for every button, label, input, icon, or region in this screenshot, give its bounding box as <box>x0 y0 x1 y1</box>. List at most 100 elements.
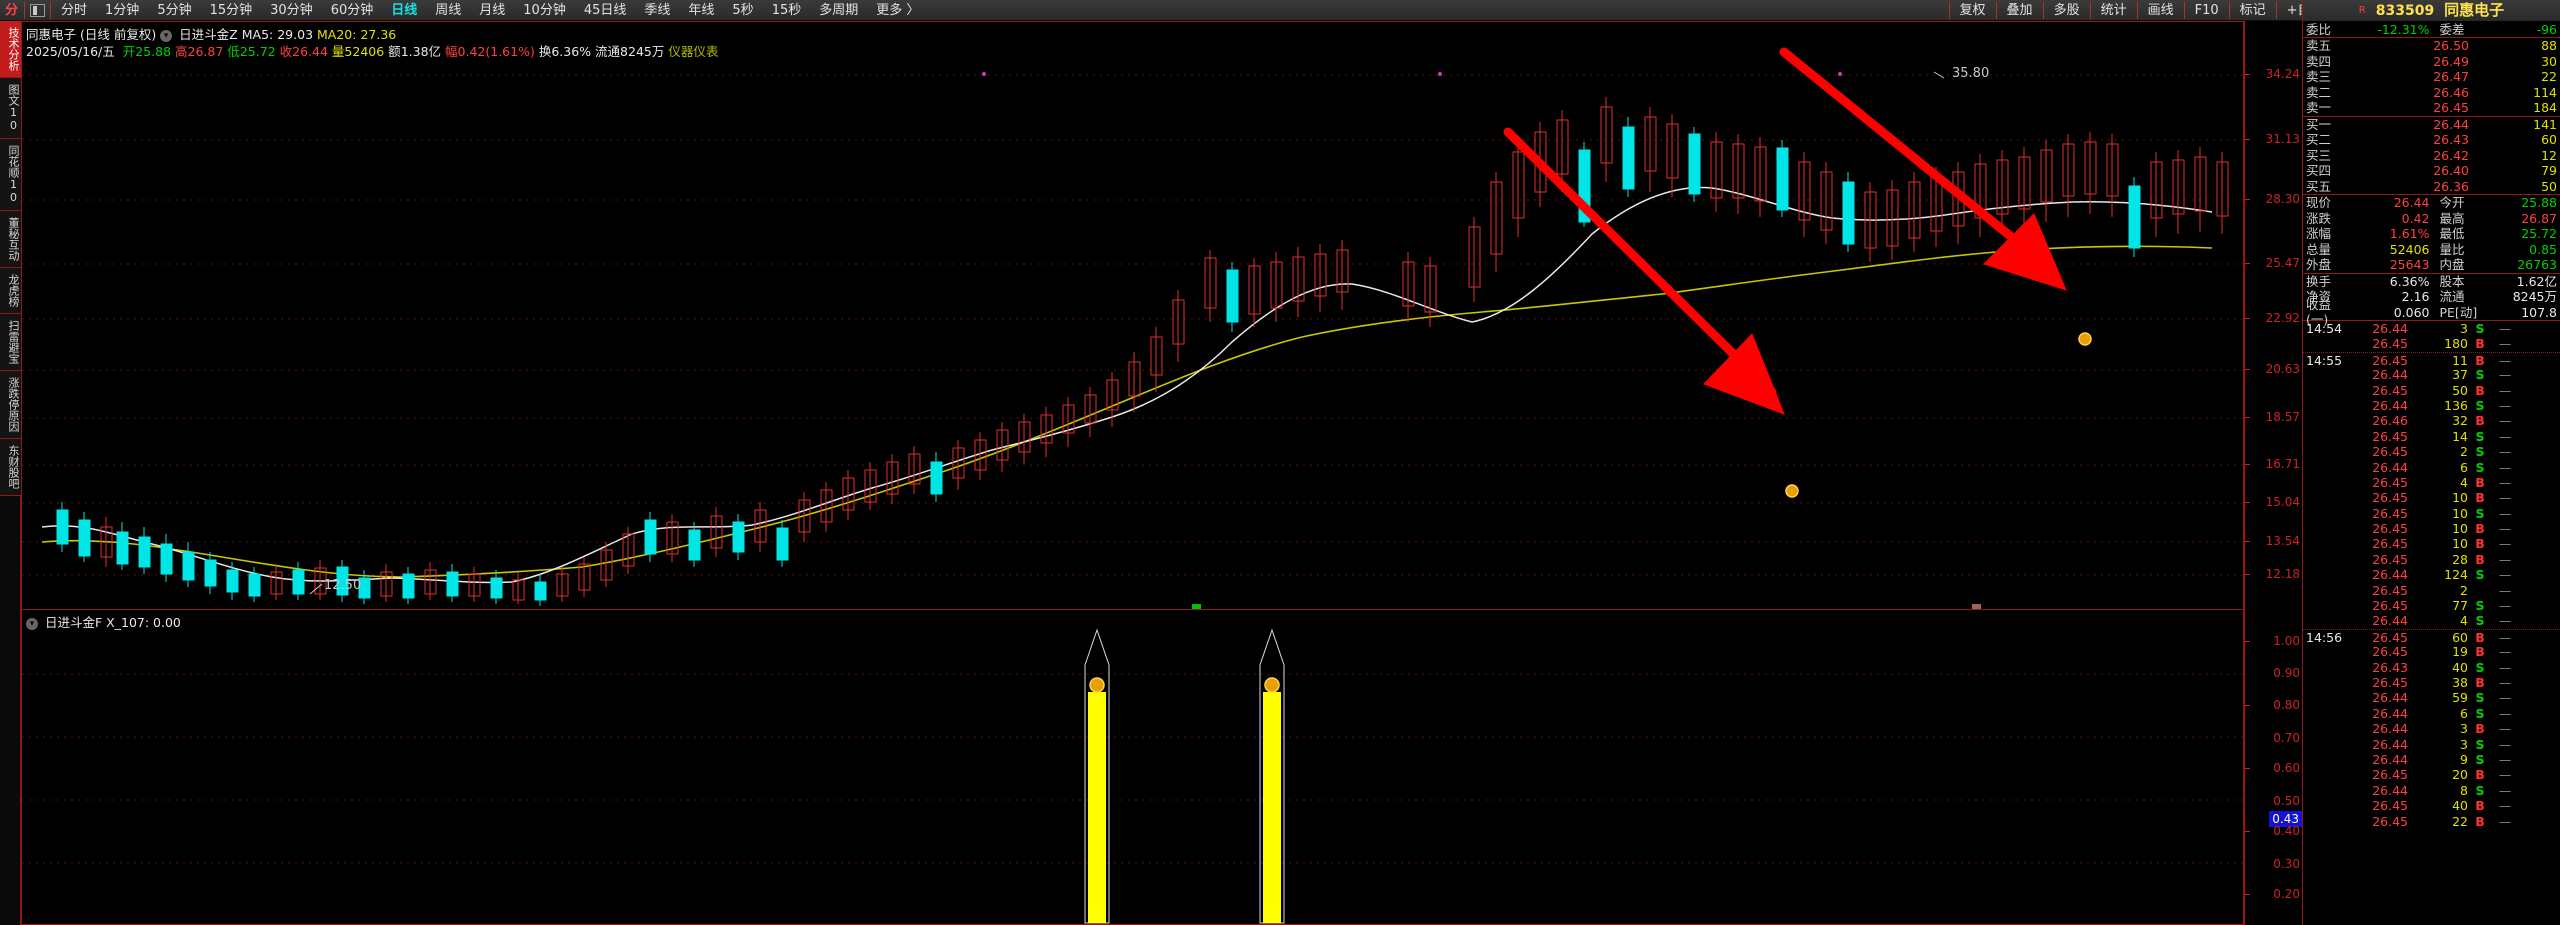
ask-row-1[interactable]: 卖一 26.45 184 <box>2303 100 2560 116</box>
tick-price: 26.46 <box>2372 413 2408 429</box>
button-tongji[interactable]: 统计 <box>2100 2 2127 18</box>
ma20-value: 27.36 <box>360 27 397 42</box>
layout-box-icon[interactable] <box>30 3 46 17</box>
period-daily[interactable]: 日线 <box>391 2 418 18</box>
sidebar-item-saolei[interactable]: 扫雷避宝 <box>0 314 21 371</box>
ask-row-4[interactable]: 卖四 26.49 30 <box>2303 54 2560 70</box>
button-huaxian[interactable]: 画线 <box>2147 2 2174 18</box>
period-60min[interactable]: 60分钟 <box>330 2 374 18</box>
button-fuquan[interactable]: 复权 <box>1959 2 1986 18</box>
button-biaoji[interactable]: 标记 <box>2239 2 2266 18</box>
tick-side: S <box>2475 397 2485 413</box>
tick-dash: — <box>2498 721 2512 737</box>
tick-side: B <box>2475 813 2485 829</box>
sidebar-item-technical-analysis[interactable]: 技术分析 <box>0 21 21 78</box>
bid-row-3[interactable]: 买三 26.42 12 <box>2303 148 2560 164</box>
period-quarterly[interactable]: 季线 <box>644 2 671 18</box>
chart-indicator-name[interactable]: 日进斗金Z <box>179 27 238 42</box>
tick-time <box>2306 767 2346 782</box>
tick-side: B <box>2475 644 2485 660</box>
period-15sec[interactable]: 15秒 <box>771 2 802 18</box>
sidebar-item-tuwen10[interactable]: 图文10 <box>0 78 21 139</box>
stat-label-2: 今开 <box>2439 195 2465 210</box>
coin-icon <box>1089 677 1105 693</box>
tick-dash: — <box>2498 490 2512 506</box>
sub-tick-6: 0.40 <box>2273 824 2300 838</box>
ask-row-5[interactable]: 卖五 26.50 88 <box>2303 38 2560 54</box>
chevron-down-icon[interactable]: ▾ <box>160 29 173 42</box>
period-15min[interactable]: 15分钟 <box>209 2 253 18</box>
tick-dash: — <box>2498 582 2512 598</box>
ask-price: 26.47 <box>2433 69 2469 84</box>
ask-price: 26.46 <box>2433 84 2469 100</box>
high-label: 高 <box>175 44 188 59</box>
stat-value-2: 25.88 <box>2521 195 2557 210</box>
tick-time <box>2306 336 2346 351</box>
main-candlestick-chart[interactable]: 同惠电子 (日线 前复权) ▾ 日进斗金Z MA5: 29.03 MA20: 2… <box>21 21 2245 610</box>
period-30min[interactable]: 30分钟 <box>270 2 313 18</box>
period-multi[interactable]: 多周期 <box>819 2 859 18</box>
open-value: 25.88 <box>135 44 172 59</box>
sidebar-item-dongmi[interactable]: 董秘互动 <box>0 211 21 268</box>
period-5sec[interactable]: 5秒 <box>732 2 754 18</box>
sub-indicator-chart[interactable]: ▾ 日进斗金F X_107: 0.00 <box>21 609 2245 925</box>
low-value: 25.72 <box>239 44 276 59</box>
peak-annotation-marker: 35.80 <box>1933 66 1989 81</box>
tick-price: 26.45 <box>2372 336 2408 352</box>
tick-dash: — <box>2498 352 2512 368</box>
period-10min[interactable]: 10分钟 <box>523 2 566 18</box>
stat-value-2: 26763 <box>2517 257 2557 272</box>
float-value: 8245万 <box>620 44 665 59</box>
ask-row-3[interactable]: 卖三 26.47 22 <box>2303 69 2560 85</box>
sub-tick-4: 0.60 <box>2273 761 2300 775</box>
stat-label: 现价 <box>2306 195 2332 210</box>
bid-row-1[interactable]: 买一 26.44 141 <box>2303 117 2560 133</box>
toolbar-divider <box>50 1 52 19</box>
tick-row: 26.43 40 S — <box>2303 660 2560 675</box>
price-tick-7: 16.71 <box>2265 457 2300 471</box>
stat-value: 26.44 <box>2393 195 2430 210</box>
period-monthly[interactable]: 月线 <box>479 2 506 18</box>
period-5min[interactable]: 5分钟 <box>157 2 192 18</box>
sidebar-item-longhubang[interactable]: 龙虎榜 <box>0 268 21 314</box>
tick-dash: — <box>2498 644 2512 660</box>
ma5-label: MA5: <box>241 27 274 42</box>
bid-label: 买二 <box>2306 132 2332 147</box>
bid-row-2[interactable]: 买二 26.43 60 <box>2303 132 2560 148</box>
tick-list[interactable]: 14:54 26.44 3 S —26.45 180 B —14:55 26.45 11 B —26.… <box>2303 321 2560 829</box>
magenta-dot <box>982 72 1842 76</box>
sidebar-item-ths10[interactable]: 同花顺10 <box>0 139 21 211</box>
period-weekly[interactable]: 周线 <box>435 2 462 18</box>
bid-price: 26.42 <box>2433 147 2469 163</box>
button-diejia[interactable]: 叠加 <box>2006 2 2033 18</box>
ask-label: 卖五 <box>2306 38 2332 53</box>
period-45day[interactable]: 45日线 <box>583 2 627 18</box>
period-1min[interactable]: 1分钟 <box>105 2 140 18</box>
tick-dash: — <box>2498 598 2512 614</box>
period-more[interactable]: 更多 〉 <box>876 2 920 18</box>
button-duogu[interactable]: 多股 <box>2053 2 2080 18</box>
tick-dash: — <box>2498 782 2512 798</box>
weicha-value: -96 <box>2536 22 2557 37</box>
bid-qty: 60 <box>2541 132 2557 147</box>
chevron-down-icon[interactable]: ▾ <box>26 617 38 630</box>
tick-row: 26.45 28 B — <box>2303 552 2560 567</box>
price-tick-10: 12.18 <box>2265 567 2300 581</box>
period-yearly[interactable]: 年线 <box>688 2 715 18</box>
tick-price: 26.45 <box>2372 536 2408 552</box>
tick-qty: 2 <box>2460 444 2468 460</box>
ask-row-2[interactable]: 卖二 26.46 114 <box>2303 85 2560 101</box>
sidebar-item-limit-reason[interactable]: 涨跌停原因 <box>0 371 21 439</box>
bid-row-5[interactable]: 买五 26.36 50 <box>2303 179 2560 195</box>
sub-indicator-name[interactable]: 日进斗金F <box>44 615 103 630</box>
volume-label: 量 <box>331 44 345 59</box>
price-tick-8: 15.04 <box>2265 495 2300 509</box>
button-f10[interactable]: F10 <box>2194 2 2219 18</box>
tick-side: B <box>2475 474 2485 490</box>
toolbar-fen-label[interactable]: 分 <box>5 2 19 18</box>
bid-label: 买一 <box>2306 116 2332 132</box>
period-fenshi[interactable]: 分时 <box>61 2 88 18</box>
bid-row-4[interactable]: 买四 26.40 79 <box>2303 163 2560 179</box>
price-tick-9: 13.54 <box>2265 534 2300 548</box>
sidebar-item-guba[interactable]: 东财股吧 <box>0 439 21 496</box>
